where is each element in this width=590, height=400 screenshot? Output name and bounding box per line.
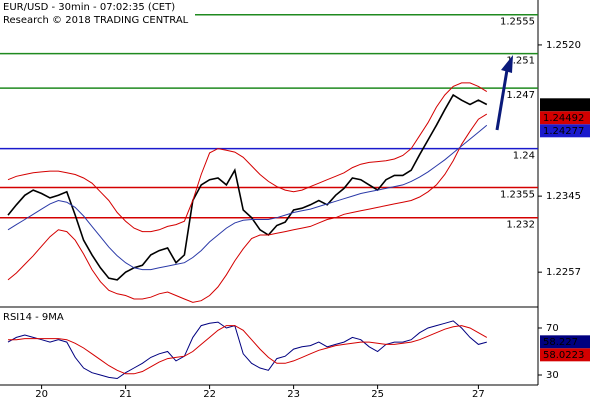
level-label: 1.2355 <box>500 189 535 200</box>
level-label: 1.247 <box>506 90 535 101</box>
series-line <box>7 113 488 303</box>
forecast-arrow-head <box>501 55 513 73</box>
forecast-arrow <box>495 69 509 131</box>
x-tick-label: 21 <box>119 389 132 400</box>
y-tick-label: 70 <box>546 323 559 334</box>
price-tag <box>540 98 590 112</box>
level-label: 1.232 <box>506 220 535 231</box>
series-line <box>7 320 487 380</box>
level-label: 1.2555 <box>500 17 535 28</box>
price-tag-label: 1.24492 <box>543 113 584 124</box>
price-tag-label: 58.227 <box>543 337 578 348</box>
x-tick-label: 27 <box>472 389 485 400</box>
y-tick-label: 1.2345 <box>546 191 581 202</box>
y-tick-label: 1.2520 <box>546 40 581 51</box>
rsi-title: RSI14 - 9MA <box>3 312 64 323</box>
price-tag-label: 1.24507 <box>543 100 584 111</box>
plot-layer: 1.2520 1.2345 1.2257 1.2555 1.251 1.247 1.24 1.… <box>0 13 590 400</box>
price-tag <box>540 111 590 125</box>
series-line <box>7 93 488 281</box>
price-tag-label: 1.24277 <box>543 126 584 137</box>
price-tag <box>540 335 590 349</box>
series-line <box>7 82 488 233</box>
chart-subtitle: Research © 2018 TRADING CENTRAL <box>3 15 189 26</box>
level-label: 1.251 <box>506 56 535 67</box>
price-tag-label: 58.0223 <box>543 350 584 361</box>
x-tick-label: 25 <box>371 389 384 400</box>
level-label: 1.24 <box>513 151 535 162</box>
series-line <box>8 325 488 375</box>
y-tick-label: 30 <box>546 370 559 381</box>
series-line <box>7 124 488 271</box>
chart-title: EUR/USD - 30min - 07:02:35 (CET) <box>3 2 175 13</box>
x-tick-label: 23 <box>287 389 300 400</box>
y-tick-label: 1.2257 <box>546 267 581 278</box>
price-tag <box>540 348 590 362</box>
price-tag <box>540 124 590 138</box>
x-tick-label: 22 <box>203 389 216 400</box>
x-tick-label: 20 <box>35 389 48 400</box>
